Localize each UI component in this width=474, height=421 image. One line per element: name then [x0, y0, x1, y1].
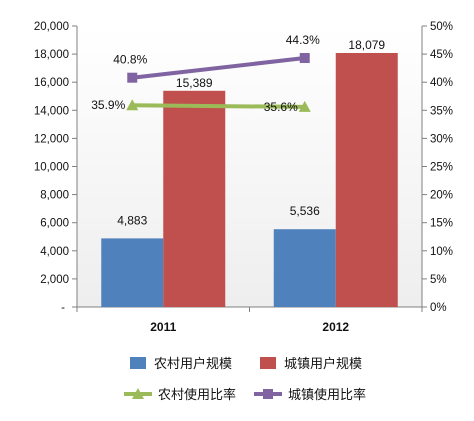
line-data-label: 44.3% — [286, 33, 320, 47]
legend-swatch — [260, 357, 276, 369]
left-tick-label: 4,000 — [40, 246, 69, 258]
line-data-label: 35.9% — [91, 98, 125, 112]
bar-农村用户规模-2011 — [101, 238, 164, 307]
line-data-label: 40.8% — [113, 53, 147, 67]
bar-data-label: 5,536 — [290, 204, 320, 218]
legend-swatch — [130, 357, 146, 369]
category-label: 2011 — [150, 320, 176, 334]
left-tick-label: 10,000 — [34, 162, 69, 174]
category-label: 2012 — [322, 320, 349, 334]
left-tick-label: 6,000 — [40, 218, 69, 230]
right-tick-label: 5% — [430, 274, 447, 286]
left-tick-label: 18,000 — [34, 49, 69, 61]
bar-data-label: 18,079 — [348, 38, 385, 52]
marker-城镇使用比率 — [299, 53, 310, 64]
legend-label: 城镇使用比率 — [288, 387, 366, 403]
legend-marker — [263, 389, 273, 399]
right-tick-label: 10% — [430, 246, 453, 258]
right-tick-label: 0% — [430, 302, 447, 314]
marker-城镇使用比率 — [127, 72, 138, 83]
bar-data-label: 15,389 — [176, 76, 213, 90]
line-农村使用比率 — [132, 103, 305, 109]
right-tick-label: 40% — [430, 77, 453, 89]
left-tick-label: 16,000 — [34, 77, 69, 89]
legend-label: 城镇用户规模 — [284, 356, 362, 372]
line-城镇使用比率 — [132, 56, 305, 80]
marker-农村使用比率 — [126, 99, 139, 111]
left-tick-label: 14,000 — [34, 105, 69, 117]
left-tick-label: 20,000 — [34, 21, 69, 33]
right-tick-label: 20% — [430, 190, 453, 202]
bar-城镇用户规模-2011 — [163, 90, 226, 308]
legend-marker — [132, 388, 144, 399]
left-tick-label: 12,000 — [34, 133, 69, 145]
right-tick-label: 30% — [430, 133, 453, 145]
right-tick-label: 15% — [430, 218, 453, 230]
bar-农村用户规模-2012 — [273, 229, 336, 307]
line-data-label: 35.6% — [264, 100, 298, 114]
legend-label: 农村使用比率 — [158, 387, 236, 403]
left-tick-label: 8,000 — [40, 190, 69, 202]
right-tick-label: 50% — [430, 21, 453, 33]
right-tick-label: 25% — [430, 162, 453, 174]
bar-data-label: 4,883 — [117, 213, 147, 227]
bar-城镇用户规模-2012 — [335, 52, 398, 307]
legend-label: 农村用户规模 — [154, 356, 232, 372]
left-tick-label: 2,000 — [40, 274, 69, 286]
right-tick-label: 35% — [430, 105, 453, 117]
marker-农村使用比率 — [298, 100, 311, 112]
left-tick-label: - — [61, 302, 65, 314]
right-tick-label: 45% — [430, 49, 453, 61]
